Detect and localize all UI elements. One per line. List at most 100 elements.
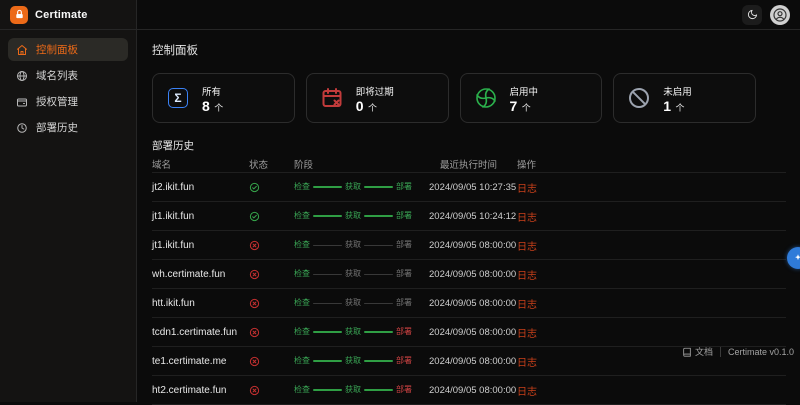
x-circle-icon	[249, 385, 294, 396]
stage-connector-line	[364, 331, 393, 333]
stat-card: Σ 所有 8 个	[152, 73, 295, 123]
log-link[interactable]: 日志	[517, 299, 537, 311]
table-row: jt2.ikit.fun 检查 获取 部署 2024/09/05 10:27:35 …	[152, 173, 786, 202]
stage-label: 部署	[396, 298, 412, 307]
table-row: jt1.ikit.fun 检查 获取 部署 2024/09/05 08:00:00 …	[152, 231, 786, 260]
log-link[interactable]: 日志	[517, 386, 537, 398]
table-row: te1.certimate.me 检查 获取 部署 2024/09/05 08:00…	[152, 347, 786, 376]
stat-unit: 个	[211, 102, 224, 113]
content: 控制面板 Σ 所有 8 个 即将过期 0 个 启用中 7 个 未启用 1 个 部…	[137, 30, 800, 405]
check-circle-icon	[249, 211, 294, 222]
table-body: jt2.ikit.fun 检查 获取 部署 2024/09/05 10:27:35 …	[152, 173, 786, 405]
stage-connector-line	[313, 215, 342, 217]
moon-icon	[747, 9, 757, 20]
stage-connector-line	[313, 360, 342, 362]
certimate-logo-lock-icon	[10, 5, 28, 24]
stat-card: 启用中 7 个	[459, 73, 603, 123]
stat-label: 即将过期	[355, 86, 394, 98]
stat-unit: 个	[673, 102, 685, 113]
stage-label: 检查	[294, 269, 310, 278]
table-row: tcdn1.certimate.fun 检查 获取 部署 2024/09/05 08…	[152, 318, 786, 347]
history-icon	[16, 122, 28, 134]
log-link[interactable]: 日志	[517, 212, 537, 224]
domain-cell: htt.ikit.fun	[152, 297, 195, 309]
log-link[interactable]: 日志	[517, 183, 537, 195]
topbar	[137, 0, 800, 30]
execution-time: 2024/09/05 08:00:00	[429, 384, 517, 396]
stat-value: 1 个	[663, 97, 685, 114]
stage-label: 检查	[294, 356, 310, 365]
stage-label: 获取	[345, 211, 361, 220]
x-circle-icon	[249, 356, 294, 367]
app-version: Certimate v0.1.0	[727, 346, 794, 357]
sigma-icon: Σ	[166, 86, 190, 110]
stage-label: 获取	[345, 182, 361, 191]
stat-unit: 个	[365, 102, 378, 113]
stage-label: 检查	[294, 240, 310, 249]
domain-cell: tcdn1.certimate.fun	[152, 326, 238, 338]
stage-label: 获取	[345, 356, 361, 365]
stage-label: 检查	[294, 327, 310, 336]
execution-time: 2024/09/05 08:00:00	[429, 297, 517, 309]
sidebar-item-1[interactable]: 域名列表	[8, 64, 128, 87]
theme-toggle-button[interactable]	[742, 4, 762, 25]
stage-label: 部署	[396, 182, 412, 191]
col-status: 状态	[249, 159, 269, 171]
table-header-row: 域名 状态 阶段 最近执行时间 操作	[152, 155, 786, 173]
stat-value: 7 个	[509, 97, 531, 114]
execution-time: 2024/09/05 10:27:35	[429, 181, 517, 193]
stage-label: 部署	[396, 269, 412, 278]
stat-label: 所有	[202, 86, 222, 98]
check-circle-icon	[249, 182, 294, 193]
stage-label: 获取	[345, 298, 361, 307]
user-avatar-button[interactable]	[770, 4, 790, 25]
table-row: wh.certimate.fun 检查 获取 部署 2024/09/05 08:00…	[152, 260, 786, 289]
history-section-title: 部署历史	[152, 140, 194, 152]
table-row: htt.ikit.fun 检查 获取 部署 2024/09/05 08:00:00 …	[152, 289, 786, 318]
execution-time: 2024/09/05 08:00:00	[429, 268, 517, 280]
execution-time: 2024/09/05 08:00:00	[429, 239, 517, 251]
stage-progress: 检查 获取 部署	[294, 328, 429, 336]
log-link[interactable]: 日志	[517, 241, 537, 253]
sidebar-item-0[interactable]: 控制面板	[8, 38, 128, 61]
docs-label: 文档	[694, 347, 713, 357]
stage-connector-line	[313, 302, 342, 304]
stage-progress: 检查 获取 部署	[294, 357, 429, 365]
log-link[interactable]: 日志	[517, 328, 537, 340]
stage-label: 部署	[396, 385, 412, 394]
sidebar-item-label: 控制面板	[36, 44, 78, 56]
floating-translate-badge[interactable]	[787, 247, 800, 269]
stage-label: 获取	[345, 327, 361, 336]
stage-connector-line	[364, 186, 393, 188]
col-time: 最近执行时间	[440, 159, 498, 171]
stage-connector-line	[313, 331, 342, 333]
stat-card: 即将过期 0 个	[305, 73, 449, 123]
stat-value: 0 个	[355, 97, 378, 114]
stage-connector-line	[364, 302, 393, 304]
stat-label: 启用中	[509, 86, 539, 98]
home-icon	[16, 44, 28, 56]
sidebar-item-2[interactable]: 授权管理	[8, 90, 128, 113]
stat-unit: 个	[519, 102, 531, 113]
log-link[interactable]: 日志	[517, 270, 537, 282]
domain-cell: wh.certimate.fun	[152, 268, 226, 280]
stage-connector-line	[313, 244, 342, 246]
sidebar-item-label: 域名列表	[36, 70, 78, 82]
stage-connector-line	[313, 389, 342, 391]
wallet-icon	[16, 96, 28, 108]
sidebar-item-3[interactable]: 部署历史	[8, 116, 128, 139]
stage-connector-line	[364, 389, 393, 391]
sidebar-nav: 控制面板 域名列表 授权管理 部署历史	[0, 30, 136, 147]
log-link[interactable]: 日志	[517, 357, 537, 369]
execution-time: 2024/09/05 10:24:12	[429, 210, 517, 222]
stage-connector-line	[364, 244, 393, 246]
docs-link[interactable]: 文档	[682, 345, 713, 358]
stage-progress: 检查 获取 部署	[294, 386, 429, 394]
app-title: Certimate	[35, 8, 88, 21]
stat-label: 未启用	[663, 86, 692, 98]
sidebar-item-label: 部署历史	[36, 122, 78, 134]
domain-cell: jt1.ikit.fun	[152, 210, 195, 222]
stage-label: 部署	[396, 211, 412, 220]
book-icon	[683, 347, 691, 357]
